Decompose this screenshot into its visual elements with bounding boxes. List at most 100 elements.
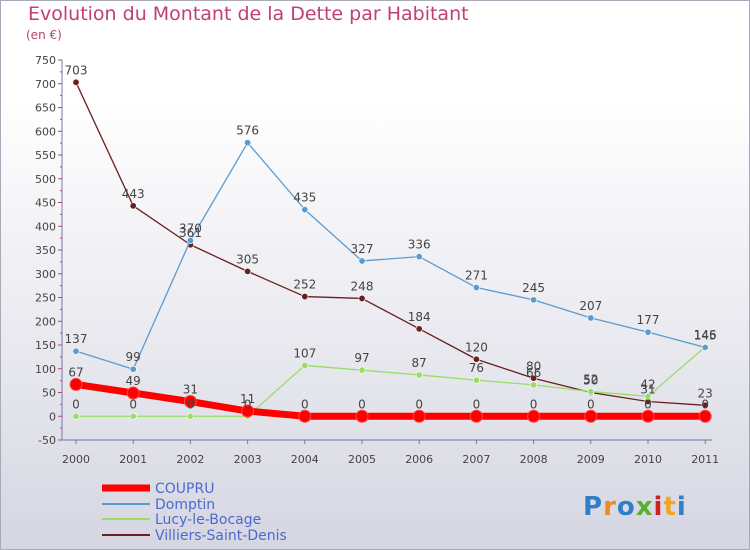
data-point: [241, 404, 255, 418]
data-point: [244, 139, 252, 147]
chart-title: Evolution du Montant de la Dette par Hab…: [28, 3, 469, 25]
logo-letter: r: [603, 492, 617, 522]
y-tick-label: 250: [35, 292, 56, 305]
logo-letter: t: [663, 492, 677, 522]
data-label: 31: [183, 383, 198, 397]
data-label: 252: [293, 278, 316, 292]
logo-letter: x: [635, 492, 654, 522]
y-tick-label: 150: [35, 339, 56, 352]
data-label: 435: [293, 191, 316, 205]
x-tick-label: 2006: [405, 453, 433, 466]
x-tick-label: 2004: [291, 453, 319, 466]
data-label: 87: [412, 356, 427, 370]
logo-letter: P: [583, 492, 604, 522]
data-point: [527, 409, 541, 423]
data-label: 0: [587, 397, 595, 411]
data-point: [301, 293, 309, 301]
data-point: [183, 395, 197, 409]
data-point: [644, 328, 652, 336]
data-label: 145: [694, 328, 717, 342]
data-label: 23: [698, 386, 713, 400]
y-tick-label: 650: [35, 102, 56, 115]
legend-label: COUPRU: [155, 481, 214, 497]
x-tick-label: 2008: [520, 453, 548, 466]
data-point: [301, 361, 309, 369]
y-tick-label: 50: [42, 387, 56, 400]
data-point: [587, 388, 595, 396]
y-tick-label: -50: [38, 434, 56, 447]
logo-letter: i: [653, 492, 664, 522]
y-tick-label: 600: [35, 125, 56, 138]
data-label: 703: [65, 63, 88, 77]
x-tick-label: 2011: [691, 453, 719, 466]
data-label: 0: [473, 397, 481, 411]
data-label: 245: [522, 281, 545, 295]
data-label: 0: [358, 397, 366, 411]
data-point: [129, 412, 137, 420]
data-label: 107: [293, 346, 316, 360]
legend-label: Villiers-Saint-Denis: [155, 528, 287, 544]
y-tick-label: 550: [35, 149, 56, 162]
data-label: 443: [122, 187, 145, 201]
data-label: 146: [694, 328, 717, 342]
x-tick-label: 2009: [577, 453, 605, 466]
data-label: 52: [583, 373, 598, 387]
x-tick-label: 2005: [348, 453, 376, 466]
data-label: 66: [526, 366, 541, 380]
data-point: [415, 371, 423, 379]
data-point: [129, 202, 137, 210]
data-point: [358, 294, 366, 302]
y-tick-label: 400: [35, 220, 56, 233]
data-label: 42: [640, 377, 655, 391]
data-point: [415, 325, 423, 333]
series-line-2: [76, 346, 706, 417]
data-point: [469, 409, 483, 423]
y-tick-label: 300: [35, 268, 56, 281]
y-tick-label: 700: [35, 78, 56, 91]
x-tick-label: 2007: [462, 453, 490, 466]
data-label: 0: [72, 397, 80, 411]
data-label: 31: [640, 383, 655, 397]
data-point: [72, 347, 80, 355]
data-point: [72, 78, 80, 86]
chart-subtitle: (en €): [26, 28, 62, 42]
data-point: [587, 314, 595, 322]
y-tick-label: 100: [35, 363, 56, 376]
y-tick-label: 500: [35, 173, 56, 186]
logo-letter: o: [616, 492, 636, 522]
data-label: 67: [68, 365, 83, 379]
data-label: 305: [236, 252, 259, 266]
data-label: 80: [526, 359, 541, 373]
y-tick-label: 350: [35, 244, 56, 257]
proxiti-logo: Proxiti: [583, 492, 687, 522]
logo-letter: i: [676, 492, 687, 522]
data-label: 76: [469, 361, 484, 375]
x-tick-label: 2010: [634, 453, 662, 466]
data-label: 361: [179, 226, 202, 240]
data-label: 0: [415, 397, 423, 411]
data-point: [244, 267, 252, 275]
data-point: [298, 409, 312, 423]
data-label: 576: [236, 124, 259, 138]
data-label: 177: [637, 313, 660, 327]
series-line-1: [75, 141, 706, 370]
data-label: 370: [179, 222, 202, 236]
data-label: 336: [408, 238, 431, 252]
data-point: [415, 253, 423, 261]
data-point: [701, 401, 709, 409]
data-label: 271: [465, 269, 488, 283]
data-point: [69, 377, 83, 391]
y-tick-label: 450: [35, 197, 56, 210]
data-label: 120: [465, 340, 488, 354]
data-point: [472, 355, 480, 363]
x-tick-label: 2003: [234, 453, 262, 466]
data-point: [641, 409, 655, 423]
data-label: 0: [187, 397, 195, 411]
data-label: 0: [644, 397, 652, 411]
data-label: 97: [354, 351, 369, 365]
data-point: [644, 392, 652, 400]
data-label: 327: [351, 242, 374, 256]
data-point: [126, 386, 140, 400]
legend-label: Lucy-le-Bocage: [155, 512, 261, 528]
